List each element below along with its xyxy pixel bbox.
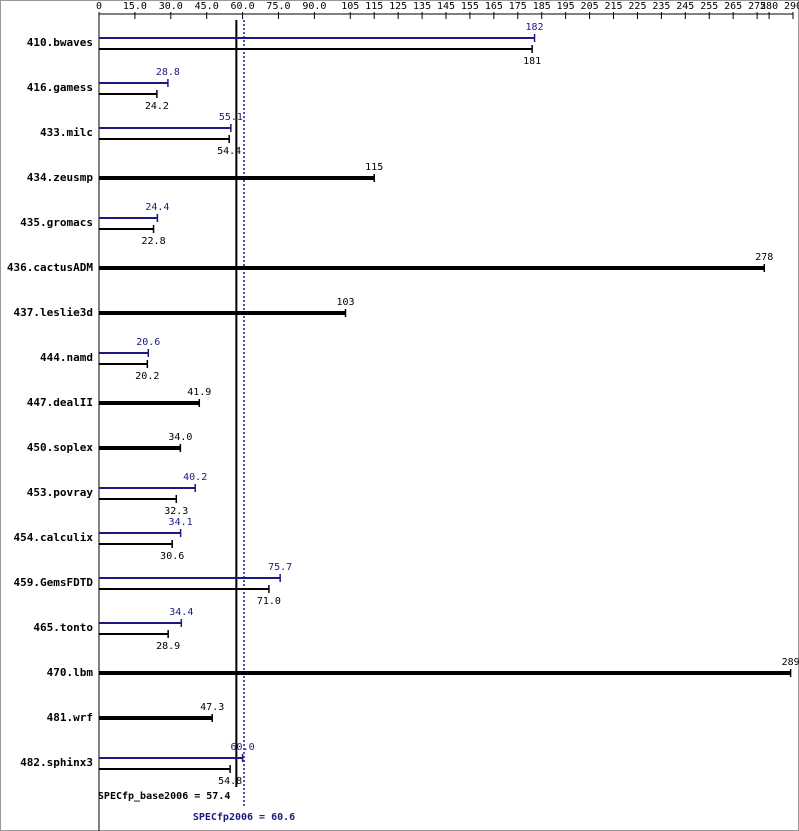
- x-tick-label: 215: [604, 1, 622, 12]
- category-label: 410.bwaves: [27, 36, 93, 49]
- x-tick-label: 265: [724, 1, 742, 12]
- category-label: 482.sphinx3: [20, 756, 93, 769]
- x-tick-label: 155: [461, 1, 479, 12]
- value-label: 34.4: [169, 607, 193, 618]
- value-label: 54.4: [217, 146, 241, 157]
- x-tick-label: 90.0: [302, 1, 326, 12]
- value-label: 115: [365, 162, 383, 173]
- category-label: 470.lbm: [47, 666, 94, 679]
- value-label: 34.0: [168, 432, 192, 443]
- value-label: 55.1: [219, 112, 243, 123]
- category-label: 436.cactusADM: [7, 261, 93, 274]
- value-label: 20.2: [135, 371, 159, 382]
- x-tick-label: 45.0: [195, 1, 219, 12]
- category-label: 453.povray: [27, 486, 94, 499]
- x-tick-label: 165: [485, 1, 503, 12]
- x-tick-label: 175: [509, 1, 527, 12]
- x-tick-label: 275: [748, 1, 766, 12]
- value-label: 60.0: [231, 742, 255, 753]
- x-tick-label: 75.0: [266, 1, 290, 12]
- category-label: 454.calculix: [14, 531, 94, 544]
- category-label: 416.gamess: [27, 81, 93, 94]
- value-label: 71.0: [257, 596, 281, 607]
- reference-label: SPECfp2006 = 60.6: [193, 812, 295, 823]
- value-label: 40.2: [183, 472, 207, 483]
- category-label: 447.dealII: [27, 396, 93, 409]
- value-label: 41.9: [187, 387, 211, 398]
- x-tick-label: 15.0: [123, 1, 147, 12]
- value-label: 28.8: [156, 67, 180, 78]
- value-label: 22.8: [142, 236, 166, 247]
- x-tick-label: 245: [676, 1, 694, 12]
- value-label: 75.7: [268, 562, 292, 573]
- x-tick-label: 145: [437, 1, 455, 12]
- x-tick-label: 225: [628, 1, 646, 12]
- value-label: 289: [782, 657, 799, 668]
- value-label: 30.6: [160, 551, 184, 562]
- category-label: 444.namd: [40, 351, 93, 364]
- value-label: 24.2: [145, 101, 169, 112]
- value-label: 182: [526, 22, 544, 33]
- value-label: 181: [523, 56, 541, 67]
- x-tick-label: 235: [652, 1, 670, 12]
- value-label: 32.3: [164, 506, 188, 517]
- reference-label: SPECfp_base2006 = 57.4: [98, 791, 230, 802]
- x-tick-label: 290: [784, 1, 799, 12]
- x-tick-label: 185: [533, 1, 551, 12]
- value-label: 28.9: [156, 641, 180, 652]
- value-label: 34.1: [169, 517, 193, 528]
- x-tick-label: 105: [341, 1, 359, 12]
- x-tick-label: 60.0: [231, 1, 255, 12]
- category-label: 465.tonto: [33, 621, 93, 634]
- x-tick-label: 255: [700, 1, 718, 12]
- x-tick-label: 280: [760, 1, 778, 12]
- value-label: 47.3: [200, 702, 224, 713]
- category-label: 437.leslie3d: [14, 306, 93, 319]
- category-label: 459.GemsFDTD: [14, 576, 94, 589]
- value-label: 24.4: [145, 202, 169, 213]
- x-tick-label: 135: [413, 1, 431, 12]
- category-label: 433.milc: [40, 126, 93, 139]
- value-label: 278: [755, 252, 773, 263]
- x-tick-label: 30.0: [159, 1, 183, 12]
- category-label: 434.zeusmp: [27, 171, 94, 184]
- value-label: 20.6: [136, 337, 160, 348]
- category-label: 435.gromacs: [20, 216, 93, 229]
- value-label: 103: [336, 297, 354, 308]
- category-label: 481.wrf: [47, 711, 93, 724]
- x-tick-label: 195: [557, 1, 575, 12]
- x-tick-label: 205: [581, 1, 599, 12]
- x-tick-label: 0: [96, 1, 102, 12]
- category-label: 450.soplex: [27, 441, 94, 454]
- value-label: 54.8: [218, 776, 242, 787]
- x-tick-label: 115: [365, 1, 383, 12]
- x-tick-label: 125: [389, 1, 407, 12]
